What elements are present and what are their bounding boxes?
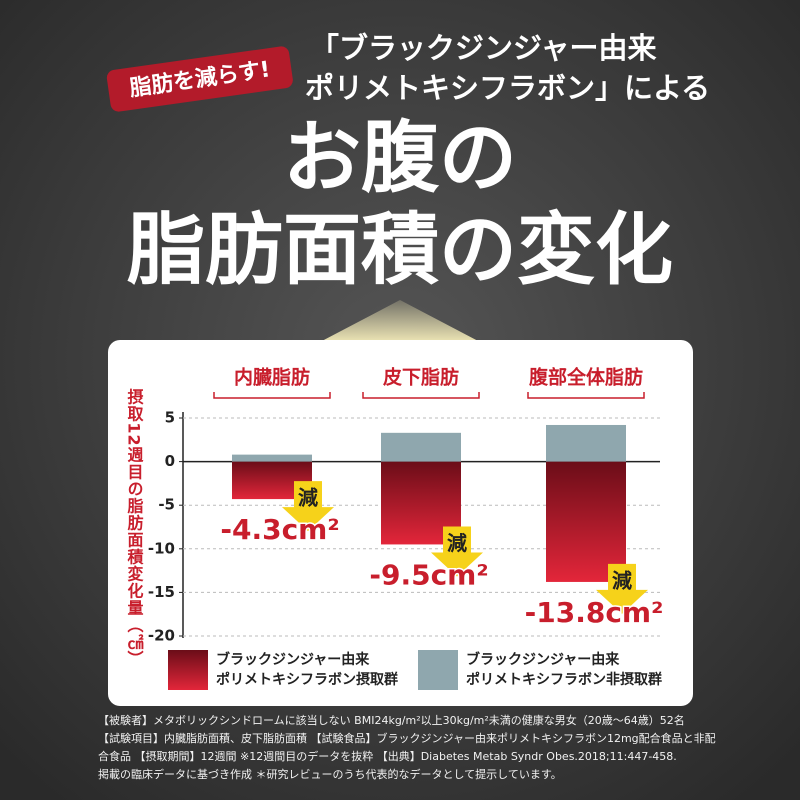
decrease-arrow [282,481,334,532]
y-tick-label: -10 [148,539,175,557]
legend-swatch [418,650,458,690]
y-tick-label: -20 [148,627,175,645]
decrease-arrow [431,526,483,577]
footnotes: 【被験者】メタボリックシンドロームに該当しない BMI24kg/m²以上30kg… [98,712,718,784]
legend-label: ブラックジンジャー由来 ポリメトキシフラボン摂取群 [216,652,398,688]
badge-box [106,46,293,112]
decrease-text: 減 [298,486,318,510]
category-bracket [213,392,331,399]
title: お腹の [283,113,517,203]
title: 脂肪面積の変化 [127,205,673,295]
decrease-text: 減 [447,531,467,555]
category-label: 内臓脂肪 [234,366,310,389]
footnote: 【試験項目】内臓脂肪面積、皮下脂肪面積 【試験食品】ブラックジンジャー由来ポリメ… [98,732,716,763]
value-label: -13.8cm² [525,596,664,629]
headline: 「ブラックジンジャー由来 [310,31,657,65]
value-label: -9.5cm² [369,558,488,591]
spotlight [320,300,480,342]
category-bracket [362,392,480,399]
category-label: 腹部全体脂肪 [528,366,643,389]
y-tick-label: 5 [165,409,175,427]
decrease-text: 減 [612,568,632,592]
headline: ポリメトキシフラボン」による [305,71,710,105]
y-tick-label: -15 [148,583,175,601]
bar [546,424,626,462]
footnote: 【被験者】メタボリックシンドロームに該当しない BMI24kg/m²以上30kg… [98,714,685,727]
legend-label: ブラックジンジャー由来 ポリメトキシフラボン非摂取群 [466,652,662,688]
bar [381,432,461,462]
bar [546,461,626,582]
y-tick-label: -5 [158,496,175,514]
decrease-arrow [596,563,648,614]
y-axis-label: 摂取12週目の脂肪面積変化量（㎠） [125,387,145,667]
value-label: -4.3cm² [220,513,339,546]
bar [232,454,312,462]
footnote: 掲載の臨床データに基づき作成 ＊研究レビューのうち代表的なデータとして提示してい… [98,768,562,781]
category-label: 皮下脂肪 [383,366,459,389]
category-bracket [527,392,645,399]
y-tick-label: 0 [165,452,175,470]
legend-swatch [168,650,208,690]
